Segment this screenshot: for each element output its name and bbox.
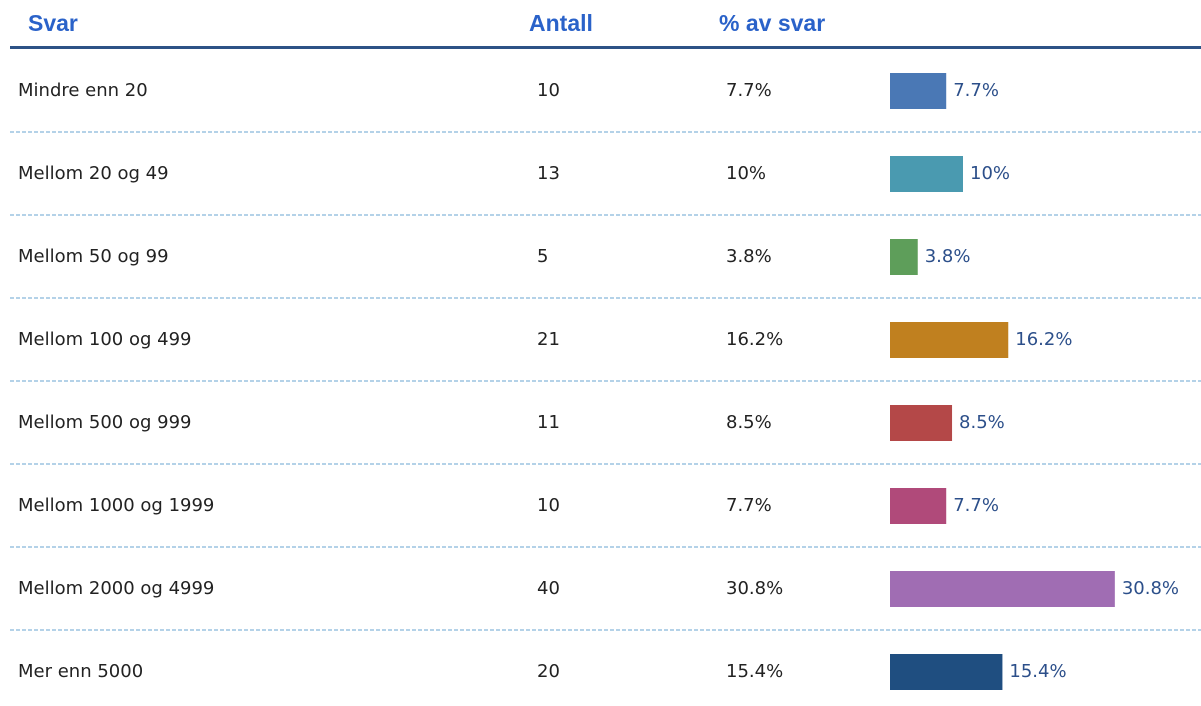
bar — [890, 405, 953, 441]
antall-cell: 5 — [537, 246, 548, 267]
percent-cell: 30.8% — [726, 578, 783, 599]
bar-label: 8.5% — [959, 412, 1005, 433]
percent-cell: 3.8% — [726, 246, 772, 267]
bar-label: 3.8% — [925, 246, 971, 267]
svar-cell: Mindre enn 20 — [18, 80, 148, 101]
svar-cell: Mellom 50 og 99 — [18, 246, 169, 267]
bar-label: 10% — [970, 163, 1010, 184]
antall-cell: 13 — [537, 163, 560, 184]
header-percent: % av svar — [719, 10, 825, 36]
svar-cell: Mer enn 5000 — [18, 661, 143, 682]
bar-label: 30.8% — [1122, 578, 1179, 599]
bar-label: 15.4% — [1009, 661, 1066, 682]
bar — [890, 322, 1009, 358]
bar — [890, 156, 963, 192]
percent-cell: 16.2% — [726, 329, 783, 350]
antall-cell: 10 — [537, 495, 560, 516]
bar — [890, 73, 947, 109]
svar-cell: Mellom 500 og 999 — [18, 412, 191, 433]
bar — [890, 488, 947, 524]
percent-cell: 7.7% — [726, 495, 772, 516]
antall-cell: 11 — [537, 412, 560, 433]
percent-cell: 8.5% — [726, 412, 772, 433]
bar-label: 16.2% — [1015, 329, 1072, 350]
svar-cell: Mellom 100 og 499 — [18, 329, 191, 350]
svar-cell: Mellom 2000 og 4999 — [18, 578, 214, 599]
bar-label: 7.7% — [953, 80, 999, 101]
header-antall: Antall — [529, 10, 593, 36]
antall-cell: 10 — [537, 80, 560, 101]
percent-cell: 7.7% — [726, 80, 772, 101]
bar — [890, 654, 1003, 690]
bar-label: 7.7% — [953, 495, 999, 516]
antall-cell: 21 — [537, 329, 560, 350]
antall-cell: 40 — [537, 578, 560, 599]
percent-cell: 10% — [726, 163, 766, 184]
svar-cell: Mellom 20 og 49 — [18, 163, 169, 184]
percent-cell: 15.4% — [726, 661, 783, 682]
bar — [890, 239, 918, 275]
header-svar: Svar — [28, 10, 78, 36]
svar-cell: Mellom 1000 og 1999 — [18, 495, 214, 516]
antall-cell: 20 — [537, 661, 560, 682]
bar — [890, 571, 1115, 607]
